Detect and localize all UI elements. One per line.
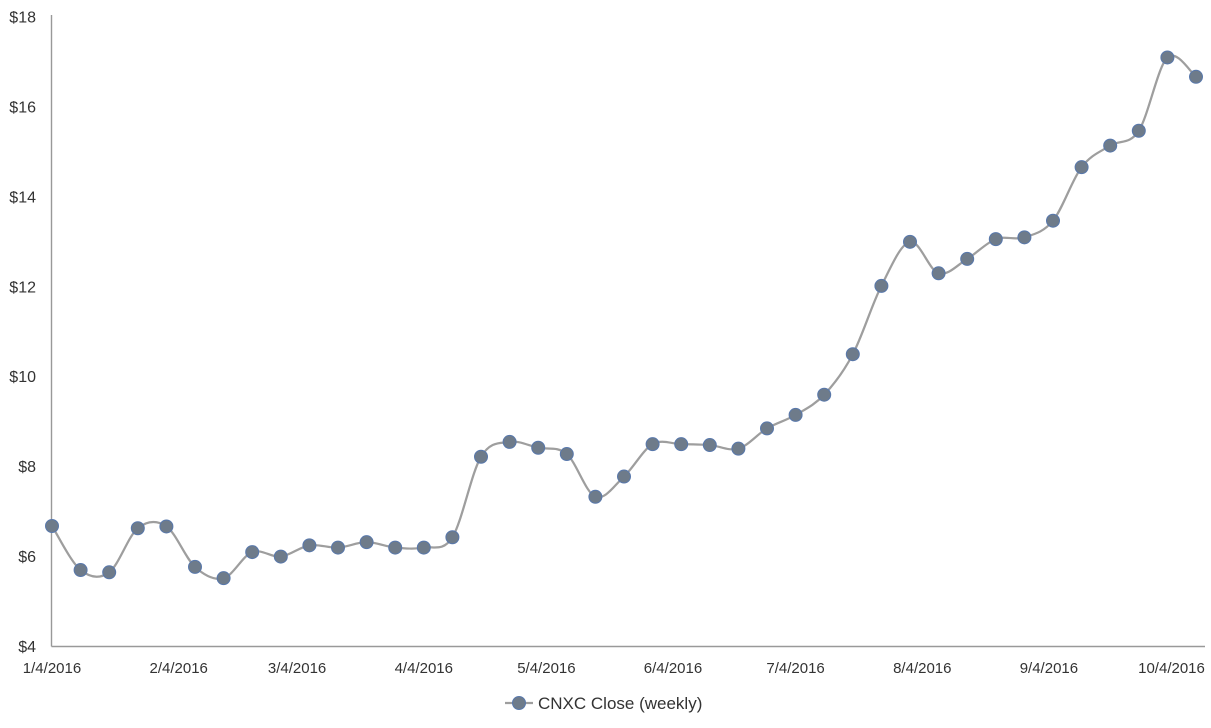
data-point-marker (1074, 160, 1089, 175)
legend: CNXC Close (weekly) (505, 694, 702, 713)
series-markers (45, 50, 1203, 586)
data-point-marker (273, 549, 288, 564)
data-point-marker (502, 434, 517, 449)
data-point-marker (788, 407, 803, 422)
data-point-marker (903, 234, 917, 249)
data-point-marker (817, 387, 832, 402)
y-tick-label: $10 (9, 369, 36, 386)
data-point-marker (102, 565, 117, 580)
data-point-marker (188, 559, 202, 574)
x-tick-label: 10/4/2016 (1138, 660, 1205, 677)
x-tick-label: 2/4/2016 (150, 660, 208, 677)
x-tick-label: 1/4/2016 (23, 660, 81, 677)
x-tick-label: 3/4/2016 (268, 660, 326, 677)
x-tick-label: 6/4/2016 (644, 660, 702, 677)
data-point-marker (245, 545, 260, 560)
data-point-marker (931, 266, 946, 281)
data-point-marker (359, 535, 374, 550)
x-tick-label: 5/4/2016 (517, 660, 575, 677)
data-point-marker (531, 440, 546, 455)
data-point-marker (960, 251, 975, 266)
x-tick-label: 7/4/2016 (766, 660, 824, 677)
data-point-marker (1046, 213, 1060, 228)
y-axis-labels: $4 $6 $8 $10 $12 $14 $16 $18 (9, 10, 36, 657)
x-axis-labels: 1/4/2016 2/4/2016 3/4/2016 4/4/2016 5/4/2016… (23, 660, 1205, 677)
legend-label: CNXC Close (weekly) (538, 694, 702, 713)
data-point-marker (45, 519, 59, 533)
data-point-marker (445, 530, 460, 545)
data-point-marker (1017, 230, 1032, 245)
data-point-marker (331, 540, 345, 555)
data-point-marker (1189, 69, 1203, 84)
data-point-marker (474, 449, 488, 464)
data-point-marker (73, 563, 88, 578)
data-point-marker (302, 538, 317, 553)
x-tick-label: 8/4/2016 (893, 660, 951, 677)
y-tick-label: $4 (18, 639, 36, 656)
data-point-marker (130, 521, 145, 536)
data-point-marker (559, 447, 574, 462)
data-point-marker (874, 278, 889, 293)
data-point-marker (1103, 138, 1118, 153)
data-point-marker (845, 347, 860, 362)
y-tick-label: $16 (9, 99, 36, 116)
data-point-marker (416, 540, 431, 555)
y-tick-label: $18 (9, 10, 36, 27)
y-tick-label: $6 (18, 549, 36, 566)
data-point-marker (731, 441, 746, 456)
data-point-marker (388, 540, 403, 555)
x-tick-label: 4/4/2016 (395, 660, 453, 677)
y-tick-label: $8 (18, 459, 36, 476)
data-point-marker (1131, 123, 1146, 138)
y-tick-label: $14 (9, 189, 36, 206)
data-point-marker (1160, 50, 1175, 65)
data-point-marker (674, 437, 689, 452)
data-point-marker (760, 421, 774, 436)
data-point-marker (588, 489, 603, 504)
data-point-marker (216, 571, 231, 586)
data-point-marker (645, 437, 660, 452)
legend-marker-icon (512, 696, 526, 710)
x-tick-label: 9/4/2016 (1020, 660, 1078, 677)
data-point-marker (617, 469, 631, 484)
data-point-marker (988, 232, 1003, 247)
data-point-marker (702, 438, 717, 453)
data-point-marker (159, 519, 174, 534)
series-line (51, 54, 1197, 580)
y-tick-label: $12 (9, 279, 36, 296)
